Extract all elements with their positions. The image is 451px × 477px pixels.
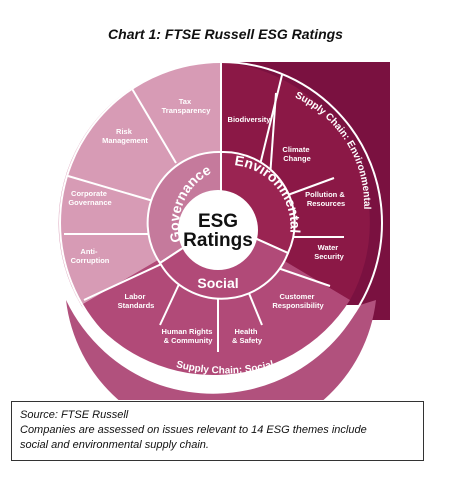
theme-climate-change: Climate Change [282, 145, 311, 163]
theme-corporate-governance: Corporate Governance [68, 189, 111, 207]
esg-ratings-wheel: ESG Ratings Governance Environmental Soc… [58, 61, 390, 400]
center-label-esg: ESG [198, 211, 238, 232]
theme-labor-standards: Labor Standards [118, 292, 155, 310]
theme-pollution-resources: Pollution & Resources [305, 190, 347, 208]
pillar-label-social: Social [197, 275, 238, 291]
center-label-ratings: Ratings [183, 230, 253, 251]
source-description-line-1: Companies are assessed on issues relevan… [20, 424, 367, 436]
theme-risk-management: Risk Management [102, 127, 148, 145]
theme-anti-corruption: Anti- Corruption [71, 247, 110, 265]
theme-biodiversity: Biodiversity [228, 115, 272, 124]
theme-customer-responsibility: Customer Responsibility [272, 292, 324, 310]
theme-water-security: Water Security [314, 243, 344, 261]
governance-ring [146, 150, 222, 265]
supply-chain-social-band [66, 300, 376, 400]
source-description-line-2: social and environmental supply chain. [20, 439, 209, 451]
center-circle [178, 190, 258, 270]
theme-health-safety: Health & Safety [232, 327, 263, 345]
chart-title: Chart 1: FTSE Russell ESG Ratings [108, 26, 343, 42]
theme-human-rights-community: Human Rights & Community [162, 327, 215, 345]
theme-separators [64, 62, 344, 352]
source-line: Source: FTSE Russell [20, 409, 129, 421]
theme-tax-transparency: Tax Transparency [162, 97, 212, 115]
source-note: Source: FTSE Russell Companies are asses… [11, 401, 424, 461]
